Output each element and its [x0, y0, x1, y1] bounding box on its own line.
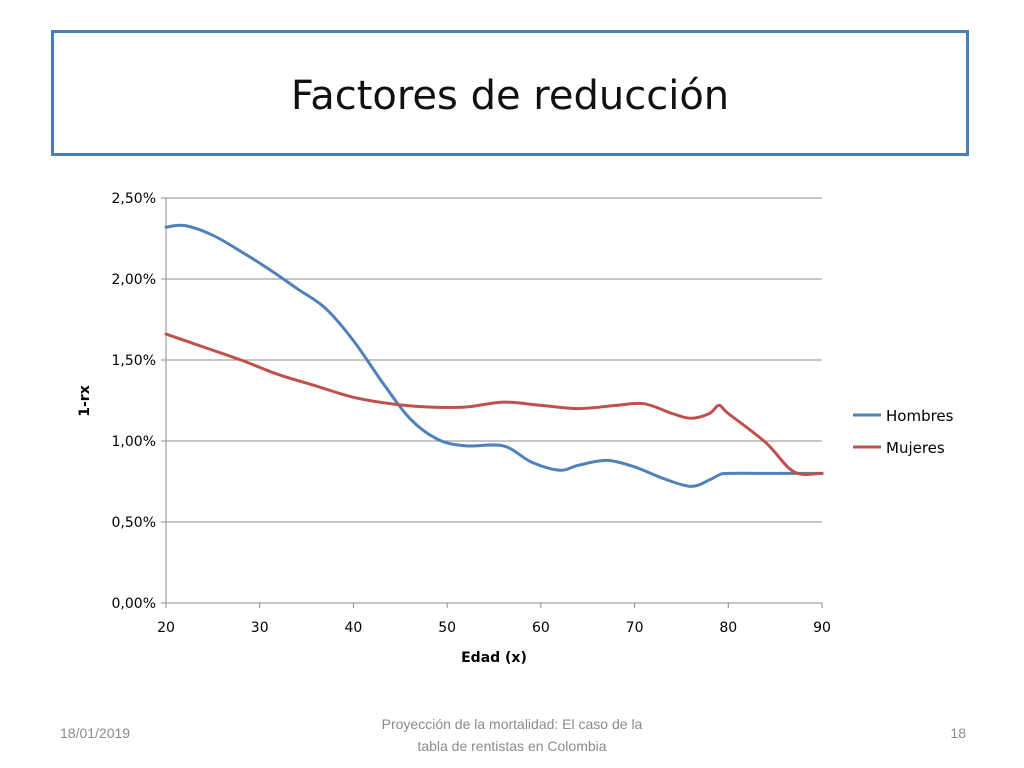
- y-tick-label: 1,50%: [112, 353, 156, 369]
- x-tick-label: 60: [532, 620, 550, 636]
- chart-series: [164, 223, 824, 488]
- line-chart: 20 30 40 50 60 70 80 90 0,00% 0,50% 1,00% 1,50% 2,0…: [77, 191, 954, 666]
- chart-gridlines: [166, 197, 822, 523]
- legend-label-hombres: Hombres: [886, 407, 954, 425]
- x-tick-label: 90: [813, 620, 831, 636]
- footer-page-number: 18: [950, 725, 966, 741]
- legend-label-mujeres: Mujeres: [886, 439, 945, 457]
- chart-legend: Hombres Mujeres: [853, 407, 954, 457]
- x-tick-label: 50: [438, 620, 456, 636]
- x-tick-label: 40: [345, 620, 363, 636]
- y-tick-label: 2,00%: [112, 272, 156, 288]
- footer-presentation-title: Proyección de la mortalidad: El caso de …: [340, 713, 684, 757]
- y-tick-label: 0,00%: [112, 596, 156, 612]
- x-axis-title: Edad (x): [461, 650, 527, 666]
- y-tick-label: 1,00%: [112, 434, 156, 450]
- y-axis-ticks: 0,00% 0,50% 1,00% 1,50% 2,00% 2,50%: [112, 191, 166, 612]
- series-line-mujeres: [164, 332, 824, 476]
- x-tick-label: 70: [626, 620, 644, 636]
- x-tick-label: 20: [157, 620, 175, 636]
- title-box: Factores de reducción: [51, 30, 969, 156]
- x-tick-label: 80: [719, 620, 737, 636]
- footer-title-line-2: tabla de rentistas en Colombia: [417, 738, 607, 754]
- y-tick-label: 0,50%: [112, 515, 156, 531]
- y-tick-label: 2,50%: [112, 191, 156, 207]
- series-line-hombres: [164, 223, 824, 488]
- footer-title-line-1: Proyección de la mortalidad: El caso de …: [381, 716, 643, 732]
- footer-date: 18/01/2019: [60, 725, 131, 741]
- chart-axes: [165, 198, 822, 604]
- x-axis-ticks: 20 30 40 50 60 70 80 90: [157, 603, 831, 636]
- x-tick-label: 30: [251, 620, 269, 636]
- slide-title: Factores de reducción: [290, 73, 730, 119]
- y-axis-title: 1-rx: [77, 385, 93, 417]
